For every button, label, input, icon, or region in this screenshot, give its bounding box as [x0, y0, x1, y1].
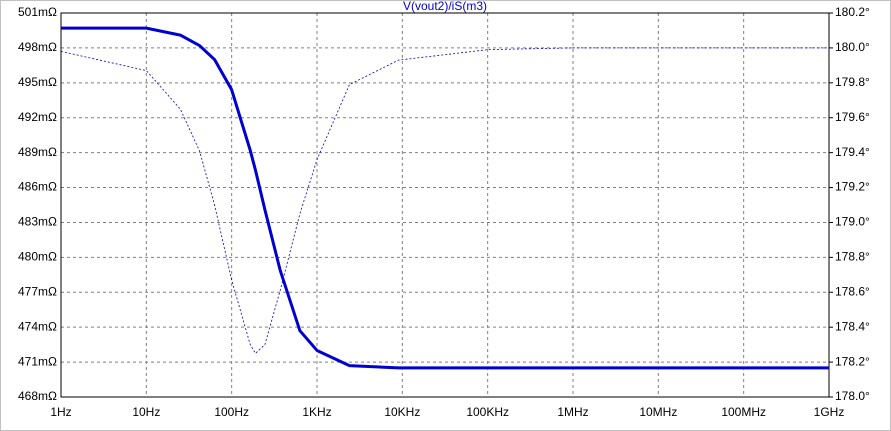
chart-title: V(vout2)/iS(m3): [403, 0, 487, 13]
y2-tick-label: 178.0°: [835, 389, 870, 403]
y2-tick-label: 180.0°: [835, 40, 870, 54]
x-tick-label: 1Hz: [50, 405, 71, 419]
plot-area: [60, 12, 830, 398]
y-tick-label: 480mΩ: [18, 250, 57, 264]
y2-tick-label: 180.2°: [835, 5, 870, 19]
y-tick-label: 489mΩ: [18, 145, 57, 159]
y-tick-label: 492mΩ: [18, 110, 57, 124]
y2-tick-label: 179.2°: [835, 180, 870, 194]
x-tick-label: 100KHz: [466, 405, 509, 419]
y2-tick-label: 178.8°: [835, 250, 870, 264]
series-line: [60, 47, 829, 354]
y-tick-label: 483mΩ: [18, 215, 57, 229]
y2-tick-label: 179.0°: [835, 215, 870, 229]
y-tick-label: 498mΩ: [18, 40, 57, 54]
y-tick-label: 501mΩ: [18, 5, 57, 19]
series-line: [61, 26, 829, 370]
x-tick-label: 1KHz: [302, 405, 331, 419]
y2-tick-label: 179.8°: [835, 75, 870, 89]
y2-tick-label: 178.6°: [835, 284, 870, 298]
x-tick-label: 10Hz: [132, 405, 160, 419]
y-tick-label: 471mΩ: [18, 354, 57, 368]
y-tick-label: 474mΩ: [18, 319, 57, 333]
y-tick-label: 477mΩ: [18, 284, 57, 298]
x-tick-label: 100Hz: [214, 405, 249, 419]
x-tick-label: 1MHz: [557, 405, 588, 419]
y2-tick-label: 178.4°: [835, 319, 870, 333]
x-tick-label: 10KHz: [384, 405, 420, 419]
y-tick-label: 468mΩ: [18, 389, 57, 403]
y-tick-label: 495mΩ: [18, 75, 57, 89]
x-tick-label: 10MHz: [639, 405, 677, 419]
y-tick-label: 486mΩ: [18, 180, 57, 194]
y2-tick-label: 179.6°: [835, 110, 870, 124]
x-tick-label: 1GHz: [814, 405, 845, 419]
y2-tick-label: 179.4°: [835, 145, 870, 159]
x-tick-label: 100MHz: [721, 405, 766, 419]
y2-tick-label: 178.2°: [835, 354, 870, 368]
